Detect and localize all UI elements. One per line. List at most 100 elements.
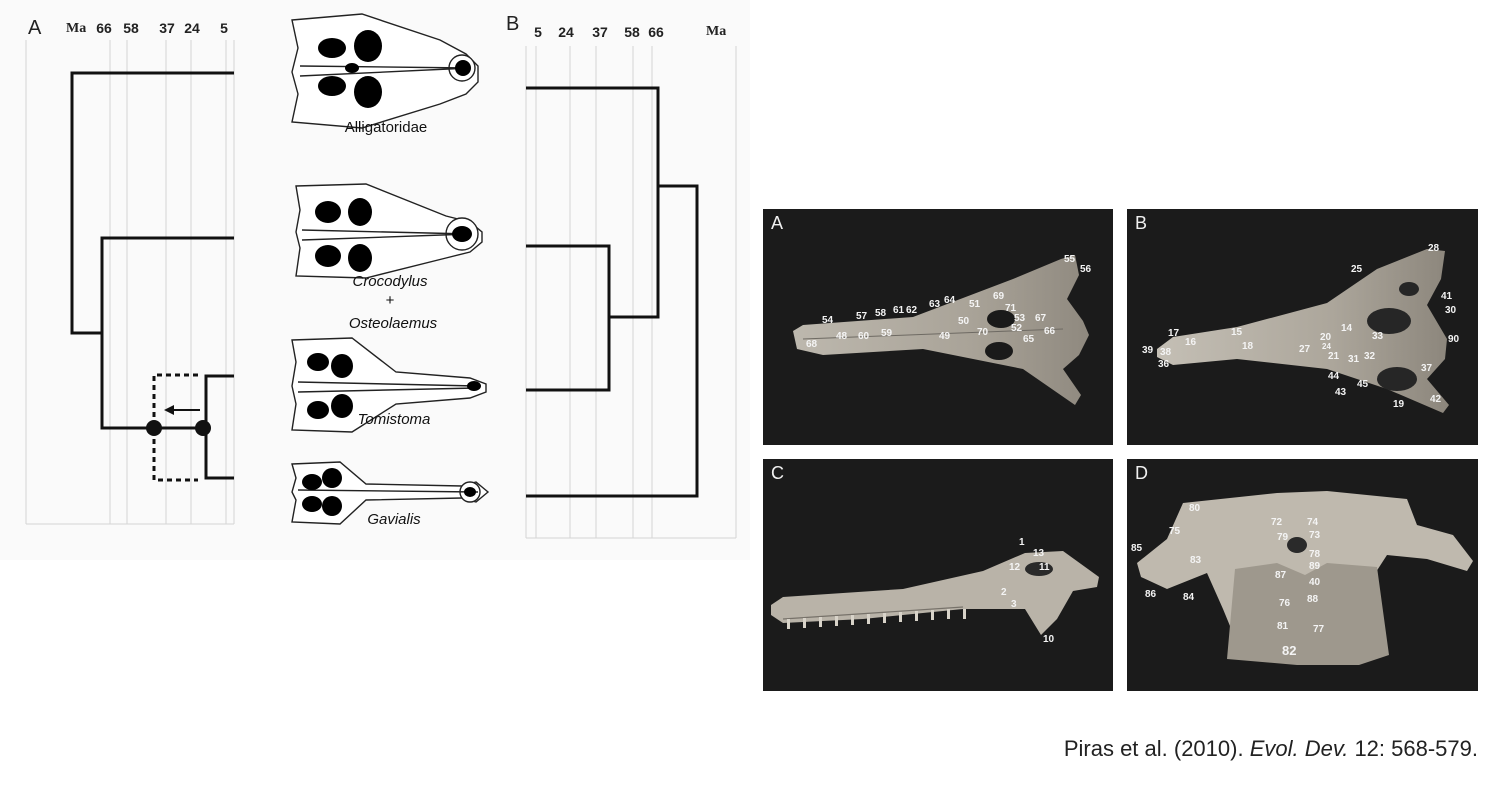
photo-panel-d: D 80 72 74 75 73 79 85 83 78 89 87 86 84… <box>1127 459 1478 691</box>
landmark: 80 <box>1189 503 1201 514</box>
landmark: 83 <box>1190 555 1202 566</box>
landmark: 74 <box>1307 517 1319 528</box>
landmark: 28 <box>1428 243 1440 254</box>
skull-lateral-photo <box>771 551 1099 635</box>
landmark: 41 <box>1441 291 1453 302</box>
landmark: 82 <box>1282 643 1297 658</box>
landmark: 76 <box>1279 598 1291 609</box>
landmark: 42 <box>1430 394 1442 405</box>
tree-b-frame <box>525 46 737 539</box>
skull-occipital-photo <box>1137 491 1473 665</box>
landmark: 59 <box>881 328 893 339</box>
landmark: 56 <box>1080 264 1092 275</box>
photo-panel-b: B 28 25 41 30 17 16 15 14 20 33 90 39 38… <box>1127 209 1478 445</box>
skull-dorsal-photo <box>793 255 1089 405</box>
landmark: 51 <box>969 299 981 310</box>
landmark: 2 <box>1001 587 1007 598</box>
landmark: 17 <box>1168 328 1180 339</box>
landmark: 68 <box>806 339 818 350</box>
citation-details: 12: 568-579. <box>1348 736 1478 761</box>
landmark: 32 <box>1364 351 1376 362</box>
landmark: 78 <box>1309 549 1321 560</box>
landmark: 21 <box>1328 351 1340 362</box>
landmark: 31 <box>1348 354 1360 365</box>
landmark: 40 <box>1309 577 1321 588</box>
landmark: 66 <box>1044 326 1056 337</box>
tree-b-branches <box>526 86 699 498</box>
landmark: 25 <box>1351 264 1363 275</box>
tree-a-arrow <box>164 405 200 415</box>
landmark: 18 <box>1242 341 1254 352</box>
landmark: 33 <box>1372 331 1384 342</box>
tree-b-tick-24: 24 <box>558 24 574 40</box>
landmark: 63 <box>929 299 941 310</box>
landmark: 16 <box>1185 337 1197 348</box>
landmark: 61 <box>893 305 905 316</box>
photo-b-label: B <box>1135 213 1148 233</box>
landmark: 27 <box>1299 344 1311 355</box>
photo-panel-c: C 1 13 12 11 2 3 10 <box>763 459 1113 691</box>
landmark: 54 <box>822 315 834 326</box>
tree-b-tick-66: 66 <box>648 24 664 40</box>
photo-panel-a: A 55 56 69 63 64 51 71 53 57 58 61 62 54… <box>763 209 1113 445</box>
landmark: 43 <box>1335 387 1347 398</box>
landmark: 50 <box>958 316 970 327</box>
landmark: 37 <box>1421 363 1433 374</box>
phylogeny-svg: A Ma 66 58 37 24 5 <box>25 13 737 539</box>
landmark: 65 <box>1023 334 1035 345</box>
landmark: 88 <box>1307 594 1319 605</box>
citation-journal: Evol. Dev. <box>1249 736 1349 761</box>
tree-b-ma-label: Ma <box>706 24 726 39</box>
taxon-osteolaemus: Osteolaemus <box>349 315 438 332</box>
landmark: 87 <box>1275 570 1287 581</box>
tree-a-tick-58: 58 <box>123 20 139 36</box>
landmark: 1 <box>1019 537 1025 548</box>
landmark: 39 <box>1142 345 1154 356</box>
skull-gavialis <box>291 461 490 525</box>
landmark: 38 <box>1160 347 1172 358</box>
landmark: 79 <box>1277 532 1289 543</box>
taxon-tomistoma: Tomistoma <box>358 411 431 428</box>
landmark: 72 <box>1271 517 1283 528</box>
tree-a-tick-5: 5 <box>220 20 228 36</box>
skull-ventral-photo <box>1157 249 1449 413</box>
landmark: 69 <box>993 291 1005 302</box>
landmark: 60 <box>858 331 870 342</box>
skull-crocodylus <box>295 183 483 279</box>
landmark: 36 <box>1158 359 1170 370</box>
tree-a-ma-label: Ma <box>66 21 86 36</box>
landmark: 53 <box>1014 313 1026 324</box>
landmark: 90 <box>1448 334 1460 345</box>
tree-b-tick-5: 5 <box>534 24 542 40</box>
tree-a-frame <box>25 40 235 525</box>
taxon-plus: + <box>386 292 395 309</box>
tree-a-node-old <box>146 420 162 436</box>
landmark: 24 <box>1322 342 1331 351</box>
landmark: 14 <box>1341 323 1353 334</box>
landmark: 20 <box>1320 332 1332 343</box>
tree-a-tick-37: 37 <box>159 20 175 36</box>
landmark: 57 <box>856 311 868 322</box>
landmark: 55 <box>1064 254 1076 265</box>
tree-b-tick-58: 58 <box>624 24 640 40</box>
landmark: 70 <box>977 327 989 338</box>
photo-d-label: D <box>1135 463 1148 483</box>
landmark: 52 <box>1011 323 1023 334</box>
citation: Piras et al. (2010). Evol. Dev. 12: 568-… <box>1064 736 1478 762</box>
landmark: 86 <box>1145 589 1157 600</box>
citation-authors: Piras et al. (2010). <box>1063 736 1250 761</box>
tree-a-dashed-shift <box>152 373 198 482</box>
landmark: 58 <box>875 308 887 319</box>
landmark: 19 <box>1393 399 1405 410</box>
landmark: 11 <box>1039 562 1050 573</box>
taxon-gavialis: Gavialis <box>367 511 421 528</box>
landmark: 89 <box>1309 561 1321 572</box>
landmark: 71 <box>1005 303 1017 314</box>
photo-a-label: A <box>771 213 784 233</box>
landmark: 73 <box>1309 530 1321 541</box>
landmark: 49 <box>939 331 951 342</box>
landmark: 64 <box>944 295 956 306</box>
landmark: 77 <box>1313 624 1325 635</box>
landmark: 81 <box>1277 621 1289 632</box>
landmark: 15 <box>1231 327 1243 338</box>
